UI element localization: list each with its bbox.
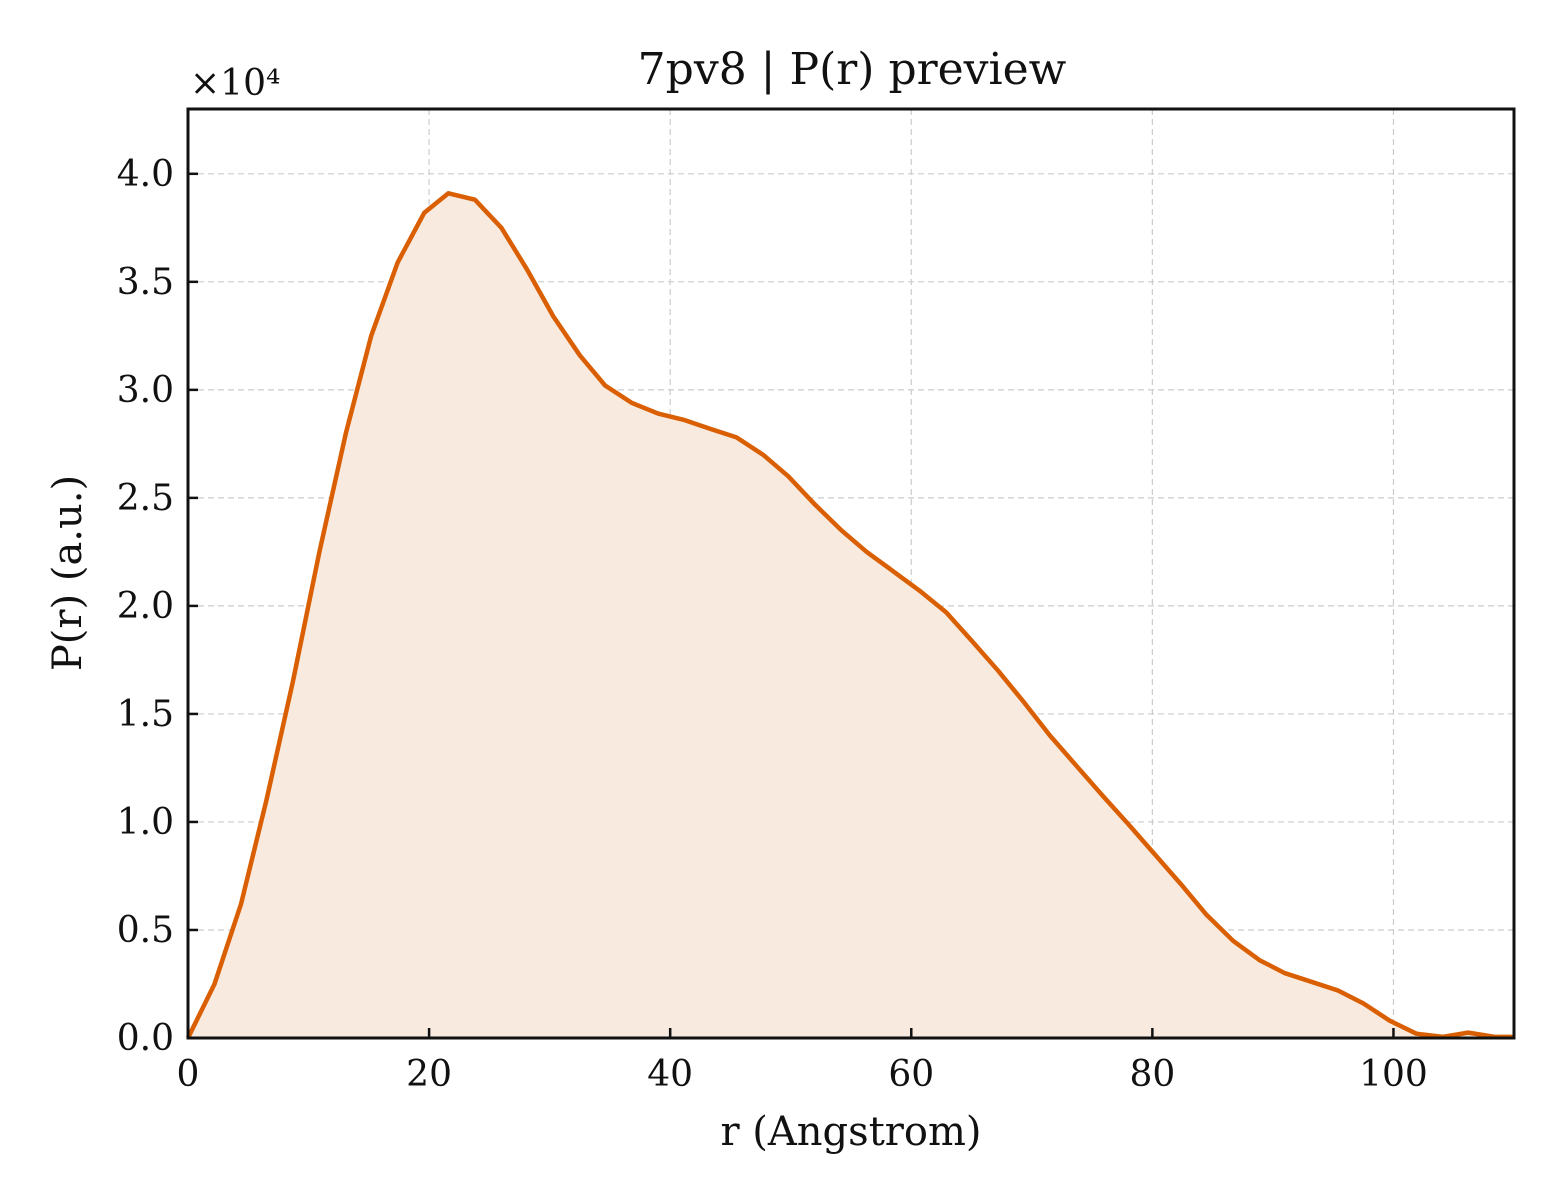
- y-tick-label: 0.0: [117, 1018, 174, 1059]
- x-tick-label: 20: [406, 1054, 452, 1095]
- y-tick-label: 1.5: [117, 694, 174, 735]
- y-tick-label: 0.5: [117, 910, 174, 951]
- y-tick-label: 4.0: [117, 154, 174, 195]
- x-tick-label: 80: [1129, 1054, 1175, 1095]
- chart-title: 7pv8 | P(r) preview: [638, 44, 1067, 95]
- y-tick-label: 2.5: [117, 478, 174, 519]
- y-tick-label: 1.0: [117, 802, 174, 843]
- y-tick-label: 2.0: [117, 586, 174, 627]
- x-tick-label: 0: [177, 1054, 200, 1095]
- x-axis-label: r (Angstrom): [720, 1109, 981, 1155]
- area-fill: [188, 193, 1514, 1039]
- plot-frame: [186, 107, 1516, 1040]
- x-tick-label: 40: [647, 1054, 693, 1095]
- x-tick-label: 60: [888, 1054, 934, 1095]
- y-scale-label: ×10⁴: [190, 63, 280, 104]
- tick-marks: [186, 172, 1395, 1040]
- x-tick-label: 100: [1359, 1054, 1428, 1095]
- y-tick-label: 3.0: [117, 370, 174, 411]
- y-axis-label: P(r) (a.u.): [45, 475, 91, 671]
- y-tick-label: 3.5: [117, 262, 174, 303]
- tick-labels: 0 20 40 60 80 100 0.0 0.5 1.0 1.5 2.0 2.5 3.0 3.5 4.0: [117, 154, 1428, 1095]
- series-line: [185, 191, 1514, 1040]
